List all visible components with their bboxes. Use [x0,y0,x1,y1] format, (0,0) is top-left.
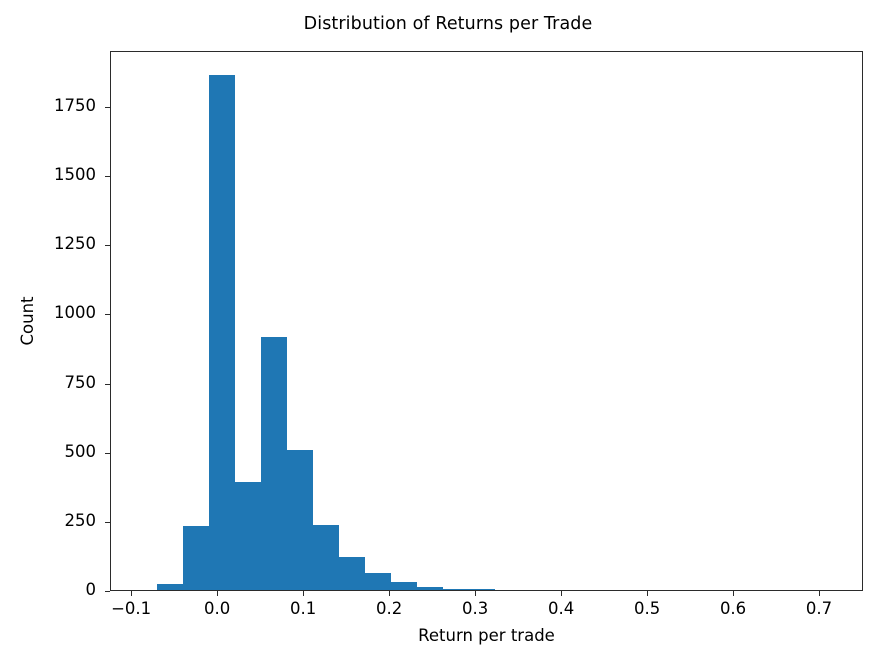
x-tick-label: 0.1 [290,599,317,618]
chart-title: Distribution of Returns per Trade [303,14,593,34]
x-axis-label: Return per trade [418,626,555,645]
y-tick-label: 750 [64,372,97,392]
histogram-bar [286,450,313,590]
histogram-bar [209,75,235,590]
y-tick-label: 500 [64,441,97,461]
histogram-bar [338,556,365,590]
y-tick-label: 1250 [54,234,96,254]
y-tick-label: 1750 [54,95,96,115]
x-tick-label: 0.0 [204,599,231,618]
x-tick-mark [303,591,305,596]
y-axis: 0 250 500 750 1000 1250 1500 1750 [0,51,110,599]
x-tick-label: 0.6 [719,599,747,618]
x-tick-label: −0.1 [111,599,152,618]
y-tick-mark [105,591,110,592]
y-tick-mark [105,245,110,247]
y-tick-mark [105,176,110,178]
x-tick-mark [217,591,219,596]
histogram-bar [260,336,287,590]
x-tick-mark [733,591,735,596]
x-tick-label: 0.2 [375,599,403,618]
x-axis: −0.1 0.0 0.1 0.2 0.3 0.4 0.5 0.6 0.7 [110,591,863,631]
x-tick-mark [561,591,563,596]
histogram-bar [442,588,469,590]
x-tick-label: 0.7 [805,599,833,618]
histogram-bars [111,52,862,590]
x-tick-label: 0.5 [633,599,661,618]
histogram-bar [312,525,339,590]
histogram-bar [234,482,261,590]
y-axis-label: Count [18,296,37,346]
y-tick-mark [105,106,110,108]
y-tick-mark [105,314,110,316]
x-tick-mark [389,591,391,596]
x-tick-mark [647,591,649,596]
histogram-bar [468,589,495,590]
x-tick-mark [131,591,133,596]
y-tick-label: 1000 [54,303,96,323]
histogram-bar [157,584,184,590]
histogram-bar [183,526,209,590]
histogram-bar [364,572,391,590]
y-tick-mark [105,452,110,454]
y-tick-label: 0 [85,580,97,599]
y-tick-mark [105,383,110,385]
plot-area [110,51,863,591]
x-tick-label: 0.4 [547,599,575,618]
y-tick-label: 250 [64,510,97,530]
histogram-bar [416,586,443,590]
x-tick-mark [819,591,821,596]
x-tick-label: 0.3 [461,599,489,618]
y-tick-label: 1500 [54,165,96,185]
y-tick-mark [105,521,110,523]
histogram-bar [390,581,417,590]
x-tick-mark [475,591,477,596]
